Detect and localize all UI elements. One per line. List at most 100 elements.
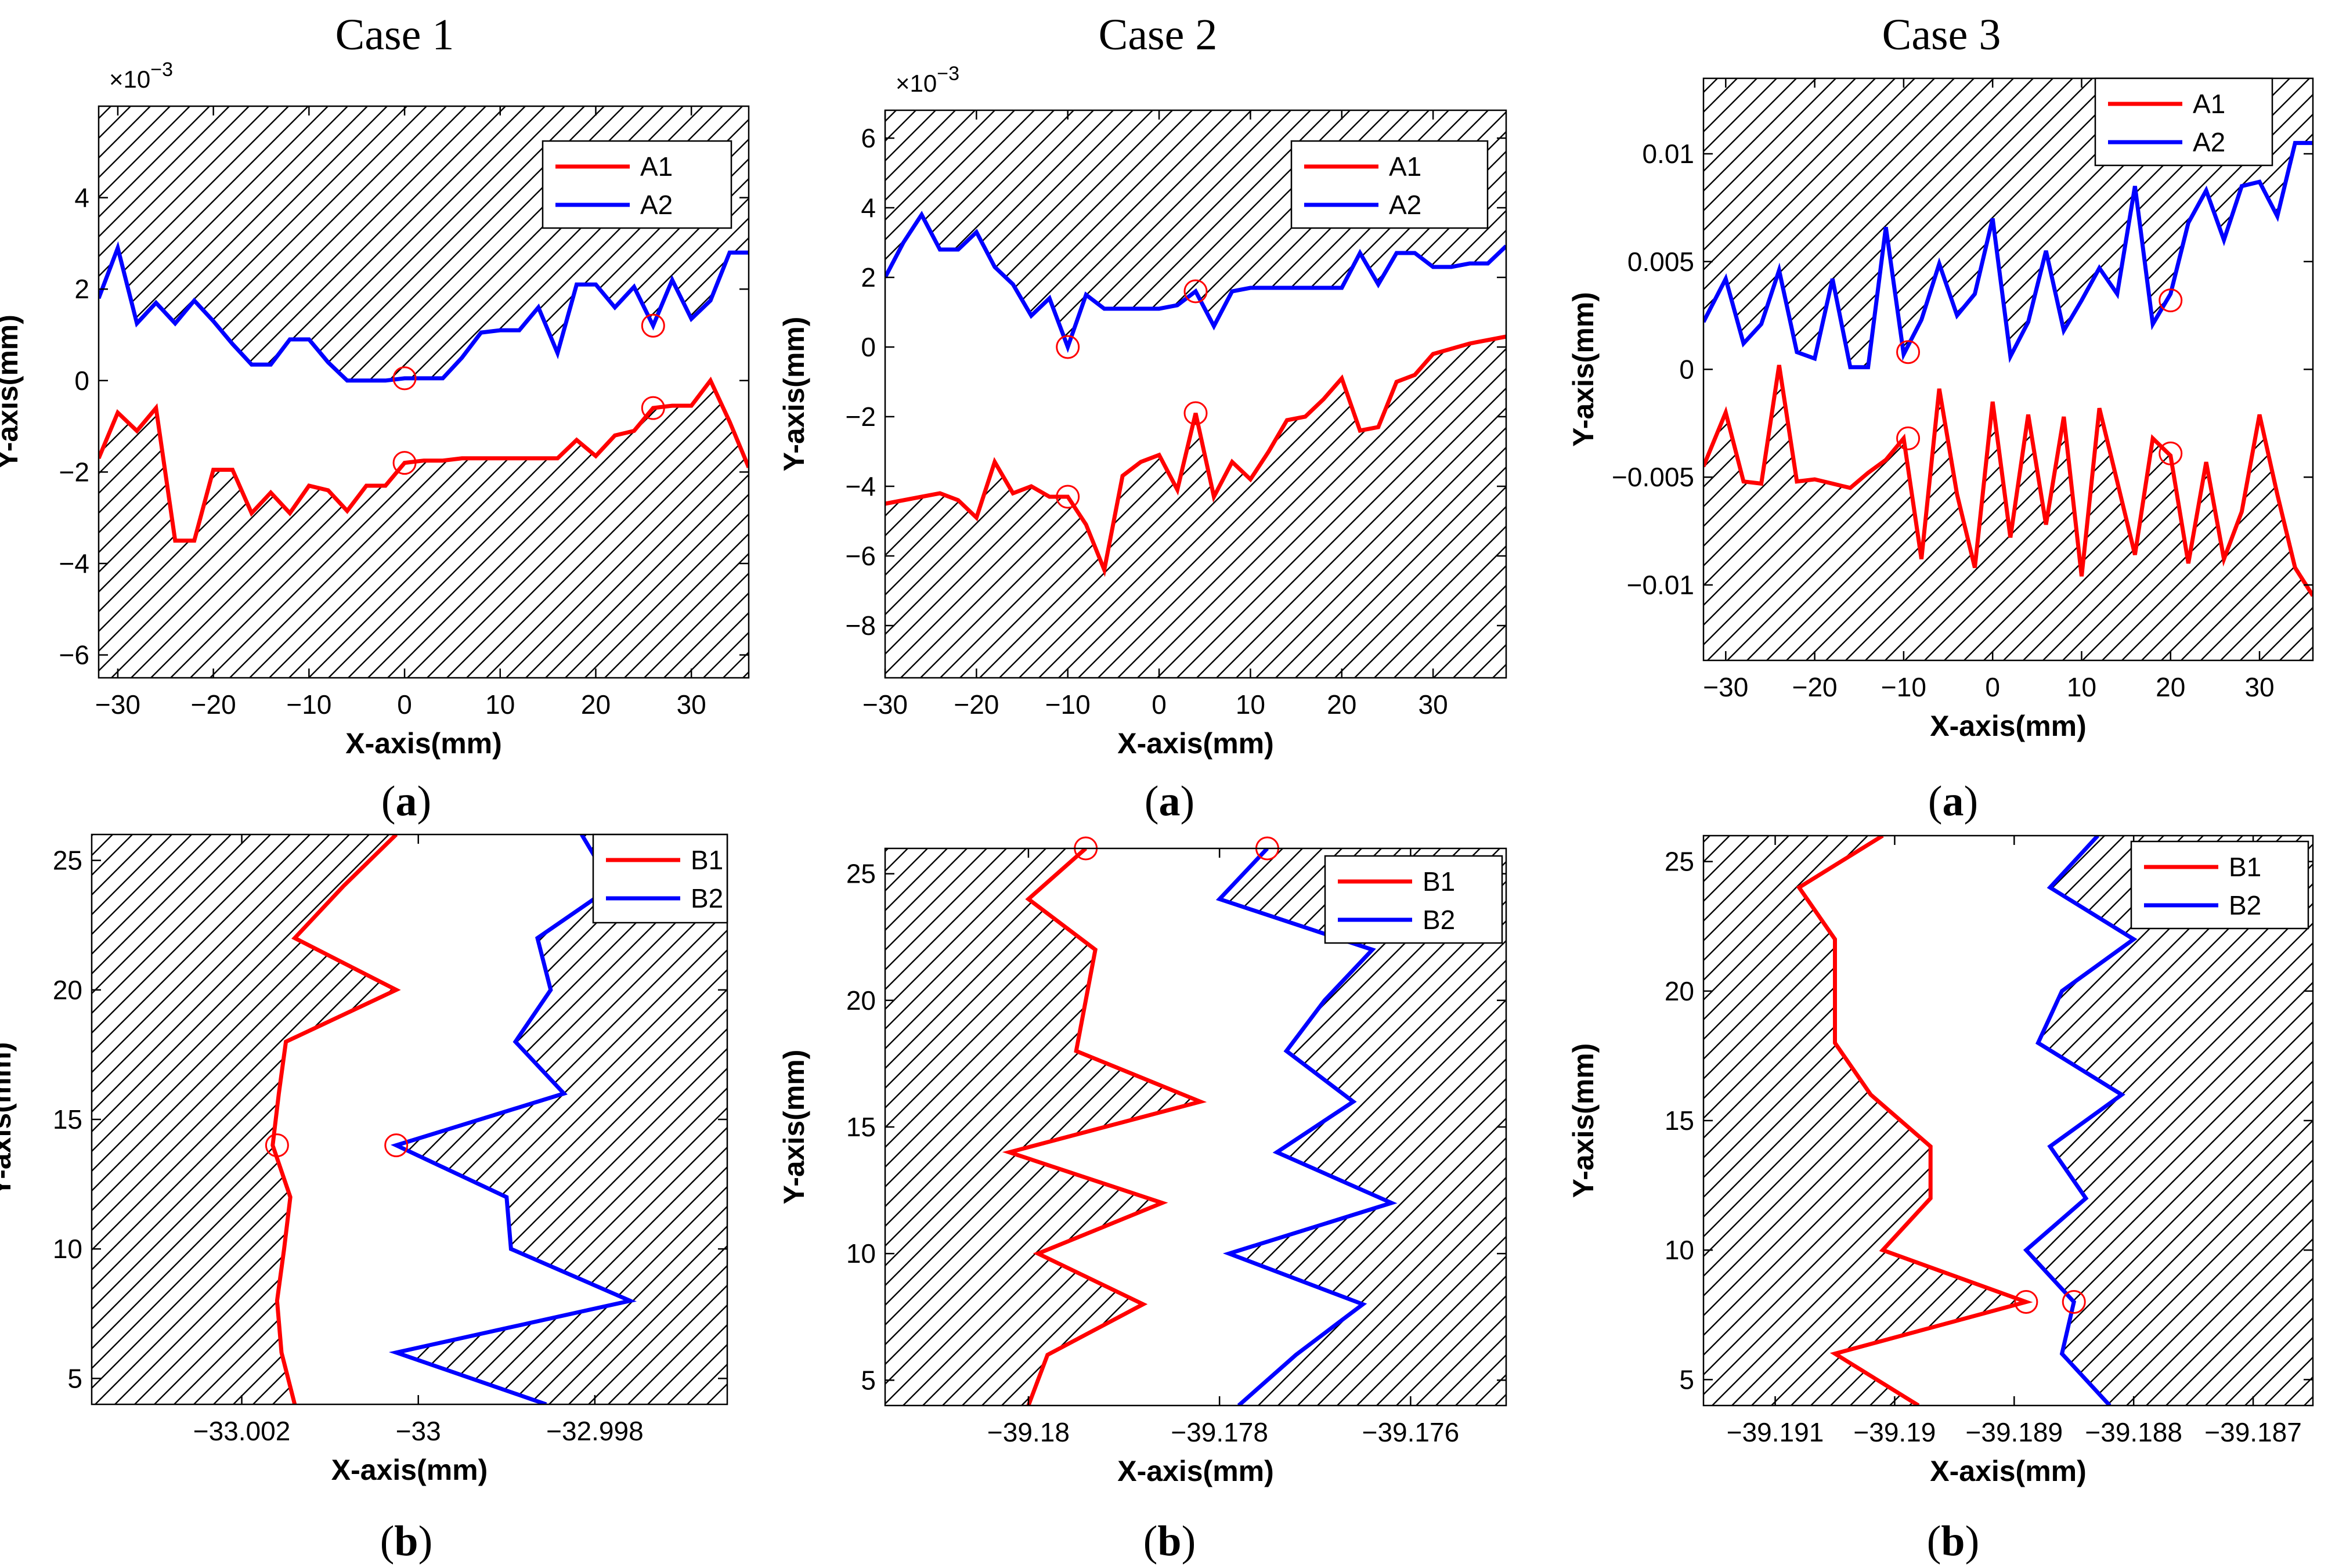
hatch-region [885, 848, 1506, 1406]
x-tick-label: 0 [1985, 672, 2000, 702]
panel-label-a-3: (a) [1928, 778, 1978, 825]
x-tick-label: 10 [2067, 672, 2096, 702]
hatch-region [1703, 836, 2313, 1406]
legend-label-A2: A2 [2193, 127, 2225, 157]
y-tick-label: −6 [59, 640, 89, 670]
y-tick-label: −4 [59, 548, 89, 579]
hatch-left [1703, 836, 2026, 1406]
series-lines [99, 241, 749, 543]
chart-case2-b: −39.18 −39.178 −39.176 5 10 15 20 25 X-axis(mm) Y… [778, 836, 1507, 1487]
y-axis-label: Y-axis(mm) [0, 315, 24, 469]
y-tick-label: 0 [1679, 355, 1694, 385]
x-tick-label: −39.176 [1362, 1417, 1460, 1447]
hatch-right [396, 834, 727, 1404]
hatch-lower [885, 337, 1506, 678]
marker-circle [265, 1133, 289, 1158]
marker-circle [1183, 401, 1208, 425]
series-lines [1703, 140, 2313, 597]
hatch-region [92, 834, 727, 1404]
y-tick-label: 0 [861, 332, 876, 362]
y-tick-label: 0.01 [1642, 139, 1694, 169]
x-axis-label: X-axis(mm) [1117, 1455, 1274, 1487]
series-line-B1 [270, 834, 401, 1404]
hatch-lower [99, 380, 749, 678]
panel-label-b-3: (b) [1927, 1518, 1979, 1565]
y-axis-label: Y-axis(mm) [1567, 292, 1600, 447]
x-tick-label: −20 [1792, 672, 1838, 702]
y-axis-label: Y-axis(mm) [778, 317, 810, 472]
legend-label-B2: B2 [691, 883, 723, 913]
y-tick-label: 15 [53, 1104, 82, 1135]
marker-circle [641, 396, 665, 420]
x-tick-label: −39.19 [1853, 1417, 1936, 1447]
y-tick-label: 4 [861, 193, 876, 223]
y-axis-label: Y-axis(mm) [0, 1042, 17, 1197]
series-line-B2 [2023, 836, 2138, 1406]
x-axis-label: X-axis(mm) [1930, 710, 2087, 742]
x-tick-label: 20 [1327, 689, 1356, 720]
axis-exponent: ×10−3 [896, 63, 959, 97]
axes-box [98, 105, 750, 679]
y-tick-label: −4 [846, 471, 876, 501]
y-tick-label: 6 [861, 123, 876, 153]
panel-label-a-2: (a) [1145, 778, 1194, 825]
y-tick-label: 0.005 [1627, 247, 1694, 277]
hatch-lower [1703, 365, 2313, 660]
x-tick-label: −33.002 [193, 1416, 291, 1446]
y-tick-label: 10 [1665, 1235, 1694, 1265]
x-tick-label: −39.189 [1966, 1417, 2063, 1447]
marker-circle [641, 313, 665, 338]
chart-panels: −30 −20 −10 0 10 20 30−6−4−2024×10−3X-axis(mm)… [0, 59, 2314, 1487]
y-tick-label: 2 [74, 274, 89, 304]
x-tick-label: 0 [1152, 689, 1167, 720]
chart-case1-a: −30 −20 −10 0 10 20 30−6−4−2024×10−3X-axis(mm)… [0, 59, 750, 760]
series-lines [885, 211, 1506, 577]
chart-case3-a: −30 −20 −10 0 10 20 30 −0.01 −0.005 0 0.005 0.01 X-a… [1567, 77, 2314, 742]
legend-label-B2: B2 [1423, 905, 1455, 935]
y-tick-label: 5 [67, 1363, 82, 1393]
marker-circle [2014, 1289, 2038, 1314]
series-line-B1 [1796, 836, 2033, 1406]
y-tick-label: 0 [74, 366, 89, 396]
y-tick-label: 20 [53, 975, 82, 1005]
marker-circle [2159, 288, 2183, 313]
y-tick-label: −2 [846, 402, 876, 432]
marker-circle [1896, 426, 1921, 450]
legend-label-A1: A1 [1389, 151, 1421, 182]
x-tick-label: −39.187 [2204, 1417, 2302, 1447]
x-tick-label: −30 [862, 689, 908, 720]
hatch-left [885, 848, 1201, 1406]
x-axis-label: X-axis(mm) [331, 1454, 488, 1486]
y-tick-label: 5 [1679, 1364, 1694, 1394]
series-line-A2 [885, 211, 1506, 353]
legend-box [542, 140, 732, 229]
y-tick-label: −0.005 [1612, 462, 1694, 492]
y-tick-label: 20 [846, 985, 876, 1016]
legend-label-B2: B2 [2229, 890, 2261, 920]
legend-label-A1: A1 [640, 151, 673, 182]
x-axis-label: X-axis(mm) [345, 727, 502, 760]
y-tick-label: 10 [53, 1234, 82, 1264]
x-tick-label: 20 [2156, 672, 2185, 702]
legend-label-B1: B1 [2229, 852, 2261, 882]
x-tick-label: 0 [397, 689, 412, 720]
x-tick-label: −39.188 [2085, 1417, 2182, 1447]
series-line-B2 [388, 834, 637, 1404]
x-tick-label: 30 [1419, 689, 1448, 720]
marker-circle [1056, 485, 1080, 509]
series-lines [1796, 836, 2138, 1406]
x-tick-label: −33 [396, 1416, 441, 1446]
legend-label-A1: A1 [2193, 89, 2225, 119]
y-tick-label: 25 [53, 846, 82, 876]
case-title-2: Case 2 [1099, 10, 1218, 59]
hatch-right [1219, 848, 1506, 1406]
series-line-A1 [885, 334, 1506, 577]
legend-box [592, 833, 728, 924]
x-tick-label: −10 [286, 689, 331, 720]
y-tick-label: 2 [861, 262, 876, 292]
x-tick-label: −20 [191, 689, 236, 720]
